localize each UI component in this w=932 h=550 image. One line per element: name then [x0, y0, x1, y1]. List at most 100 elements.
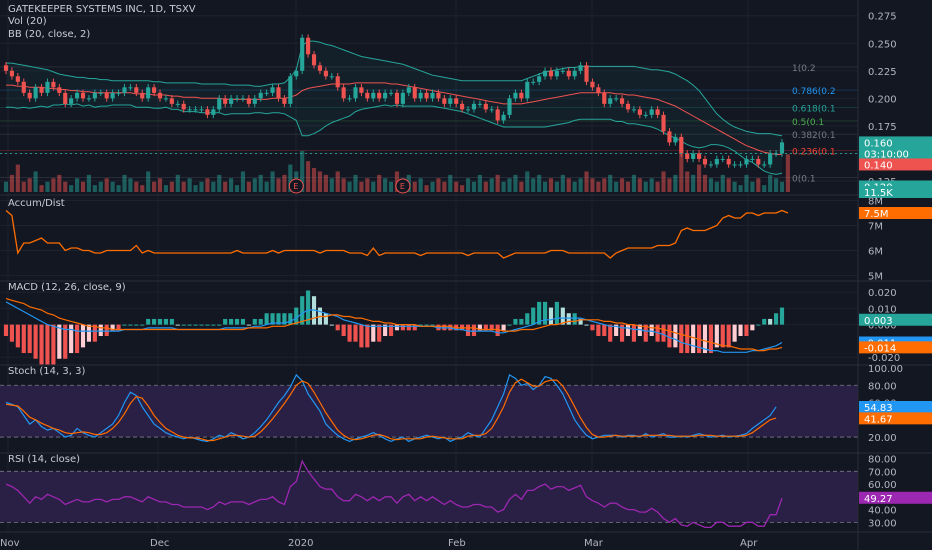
macd-histogram-bar	[323, 313, 328, 325]
candle-body	[537, 76, 542, 82]
macd-tick-0: 0.020	[868, 288, 897, 299]
candle-body	[673, 136, 678, 143]
candle-body	[584, 65, 589, 82]
candle-body	[329, 76, 334, 78]
macd-histogram-bar	[548, 307, 554, 325]
volume-bar	[365, 178, 370, 192]
volume-bar	[341, 178, 346, 192]
macd-histogram-bar	[720, 324, 725, 348]
macd-histogram-bar	[471, 324, 477, 336]
pane-separators[interactable]	[0, 194, 932, 533]
volume-bar	[590, 178, 595, 192]
earnings-marker[interactable]	[395, 178, 411, 194]
macd-histogram-bar	[57, 324, 62, 359]
accum-dist-pane[interactable]	[5, 209, 789, 259]
volume-bar	[264, 181, 269, 192]
candle-body	[489, 109, 494, 111]
macd-histogram-bar	[649, 324, 654, 336]
volume-bar	[388, 181, 394, 192]
candle-body	[572, 70, 577, 77]
volume-bar	[39, 185, 44, 192]
candle-body	[383, 92, 388, 99]
macd-histogram-bar	[584, 324, 589, 326]
candle-body	[436, 92, 441, 99]
candle-body	[525, 81, 530, 99]
candle-body	[590, 81, 595, 88]
volume-bar	[418, 178, 423, 192]
accum-tag-text: 7.5M	[864, 209, 889, 220]
price-pane[interactable]: 1(0.2 0.786(0.2 0.618(0.1 0.5(0.1 0.382(0.1 0…	[0, 34, 858, 194]
candle-body	[507, 98, 512, 115]
price-0-tag-text: 0.160	[864, 138, 893, 149]
candle-body	[602, 92, 607, 104]
candle-body	[614, 98, 619, 100]
macd-pane[interactable]	[3, 290, 785, 365]
volume-bar	[92, 185, 97, 192]
macd-histogram-bar	[702, 324, 708, 354]
candle-body	[234, 98, 240, 100]
x-tick-nov: Nov	[0, 538, 20, 549]
candle-body	[513, 92, 518, 99]
macd-histogram-bar	[75, 324, 80, 354]
volume-bar	[702, 174, 708, 192]
price-scale[interactable]: 0.2750.2500.2250.2000.1750.1500.1250.160…	[857, 0, 932, 550]
fib-label-5: 0.236(0.1	[792, 148, 836, 158]
macd-histogram-bar	[661, 324, 666, 342]
price-tick-0: 0.275	[868, 12, 897, 23]
macd-histogram-bar	[501, 324, 506, 331]
candle-body	[163, 98, 169, 100]
volume-bar	[643, 181, 648, 192]
macd-histogram-bar	[424, 324, 429, 326]
volume-bar	[377, 174, 382, 192]
rsi-line	[5, 459, 783, 529]
candle-body	[9, 70, 14, 77]
volume-bar	[110, 181, 115, 192]
volume-bar	[442, 181, 447, 192]
candle-body	[317, 65, 323, 71]
volume-bar	[531, 178, 536, 192]
candle-body	[406, 87, 411, 93]
volume-bar	[738, 185, 743, 192]
macd-histogram-bar	[217, 324, 222, 326]
volume-bar	[542, 181, 548, 192]
macd-histogram-bar	[199, 324, 204, 326]
macd-histogram-bar	[282, 313, 287, 325]
macd-histogram-bar	[264, 313, 269, 325]
volume-bar	[240, 171, 246, 192]
rsi-pane[interactable]	[0, 459, 858, 529]
stoch-pane[interactable]	[0, 373, 858, 443]
volume-bar	[175, 174, 180, 192]
stoch-d-line	[5, 378, 777, 442]
macd-histogram-bar	[98, 324, 103, 336]
macd-histogram-bar	[104, 324, 109, 336]
bollinger-lower	[6, 103, 783, 175]
macd-histogram-bar	[388, 324, 394, 336]
volume-bar	[608, 174, 613, 192]
macd-histogram-bar	[738, 324, 743, 336]
accum-dist-line	[5, 209, 789, 259]
candle-body	[430, 92, 435, 99]
volume-bar	[193, 185, 198, 192]
price-tick-3: 0.200	[868, 94, 897, 105]
candle-body	[75, 92, 80, 99]
volume-bar	[347, 181, 352, 192]
candle-body	[412, 87, 417, 99]
macd-histogram-bar	[110, 324, 115, 331]
macd-histogram-bar	[181, 324, 186, 326]
candle-body	[578, 65, 583, 71]
x-tick-feb: Feb	[448, 538, 466, 549]
volume-bar	[104, 178, 109, 192]
candle-body	[181, 103, 186, 110]
candle-body	[134, 87, 139, 93]
volume-bar	[513, 174, 518, 192]
macd-histogram-bar	[614, 324, 619, 336]
candle-body	[323, 70, 328, 77]
stoch-tick-0: 100.00	[868, 364, 903, 375]
earnings-marker[interactable]	[288, 178, 304, 194]
candle-body	[554, 70, 559, 77]
macd-2-tag-text: -0.014	[864, 343, 896, 354]
volume-bar	[768, 174, 773, 192]
candle-body	[418, 92, 423, 99]
candle-body	[442, 98, 447, 104]
